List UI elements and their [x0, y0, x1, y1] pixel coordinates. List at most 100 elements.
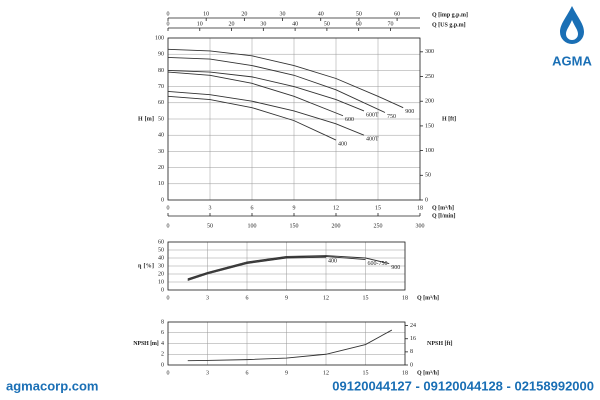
y2-tick-label: 16	[410, 336, 416, 342]
extra-tick-label: 10	[197, 21, 203, 27]
x-tick-label: 15	[375, 205, 381, 211]
extra-tick-label: 30	[260, 21, 266, 27]
y2-tick-label: 300	[425, 49, 434, 55]
x-tick-label: 15	[363, 295, 369, 301]
extra-tick-label: 70	[387, 21, 393, 27]
x-tick-label: 0	[167, 370, 170, 376]
curve-label: 400T	[366, 137, 379, 143]
extra-tick-label: 150	[290, 223, 299, 229]
y-tick-label: 0	[161, 197, 164, 203]
extra-axis-label: Q [l/min]	[432, 213, 456, 219]
curve-label: 900	[405, 109, 414, 115]
extra-axis-label: Q [imp g.p.m]	[432, 12, 468, 18]
x-tick-label: 18	[402, 370, 408, 376]
extra-tick-label: 40	[318, 11, 324, 17]
curve-label: 600-750	[368, 261, 388, 267]
extra-tick-label: 40	[292, 21, 298, 27]
y-tick-label: 90	[158, 52, 164, 58]
x-tick-label: 3	[209, 205, 212, 211]
y2-tick-label: 24	[410, 323, 416, 329]
curve	[167, 48, 404, 109]
y2-tick-label: 8	[410, 349, 413, 355]
x-tick-label: 9	[285, 370, 288, 376]
extra-tick-label: 100	[248, 223, 257, 229]
curve	[167, 56, 386, 113]
y2-tick-label: 0	[425, 197, 428, 203]
extra-tick-label: 50	[324, 21, 330, 27]
y-tick-label: 20	[158, 271, 164, 277]
x-axis-label: Q [m³/h]	[432, 205, 454, 211]
x-tick-label: 18	[417, 205, 423, 211]
extra-tick-label: 60	[356, 21, 362, 27]
x-tick-label: 6	[251, 205, 254, 211]
x-tick-label: 12	[323, 370, 329, 376]
phones: 09120044127 - 09120044128 - 02158992000	[332, 378, 594, 393]
extra-tick-label: 50	[356, 11, 362, 17]
extra-tick-label: 20	[241, 11, 247, 17]
curve	[187, 255, 390, 280]
curve-label: 400	[338, 141, 347, 147]
curve	[167, 95, 337, 141]
y-tick-label: 20	[158, 165, 164, 171]
logo-drop-inner	[566, 20, 578, 40]
extra-tick-label: 0	[167, 11, 170, 17]
x-tick-label: 12	[333, 205, 339, 211]
logo-text: AGMA	[552, 53, 592, 68]
y-tick-label: 100	[155, 35, 164, 41]
y-tick-label: 8	[161, 319, 164, 325]
website[interactable]: agmacorp.com	[6, 378, 98, 393]
curve-label: 400	[328, 259, 337, 265]
curve-label: 600T	[366, 112, 379, 118]
x-axis-label: Q [m³/h]	[417, 370, 439, 376]
y-tick-label: 50	[158, 116, 164, 122]
y-tick-label: 70	[158, 84, 164, 90]
y-tick-label: 0	[161, 287, 164, 293]
x-tick-label: 3	[206, 370, 209, 376]
y-tick-label: 50	[158, 247, 164, 253]
y-tick-label: 2	[161, 352, 164, 358]
x-tick-label: 9	[293, 205, 296, 211]
x-tick-label: 18	[402, 295, 408, 301]
y-tick-label: 0	[161, 362, 164, 368]
plot-frame	[167, 241, 406, 291]
y-tick-label: 80	[158, 68, 164, 74]
y-tick-label: 10	[158, 181, 164, 187]
extra-tick-label: 20	[229, 21, 235, 27]
extra-tick-label: 60	[394, 11, 400, 17]
x-tick-label: 0	[167, 295, 170, 301]
x-tick-label: 12	[323, 295, 329, 301]
extra-tick-label: 300	[416, 223, 425, 229]
curve	[167, 69, 365, 112]
x-tick-label: 6	[246, 370, 249, 376]
y2-tick-label: 250	[425, 74, 434, 80]
curve-label: 750	[387, 114, 396, 120]
y2-axis-label: H [ft]	[442, 116, 456, 122]
y-tick-label: 40	[158, 133, 164, 139]
curve	[187, 256, 327, 281]
y-axis-label: NPSH [m]	[133, 341, 159, 347]
curve	[167, 91, 365, 136]
y-tick-label: 10	[158, 279, 164, 285]
x-tick-label: 9	[285, 295, 288, 301]
y2-tick-label: 100	[425, 148, 434, 154]
x-tick-label: 0	[167, 205, 170, 211]
y-tick-label: 60	[158, 100, 164, 106]
curve	[187, 255, 366, 281]
y-tick-label: 30	[158, 149, 164, 155]
x-tick-label: 15	[363, 370, 369, 376]
y-tick-label: 6	[161, 330, 164, 336]
extra-tick-label: 0	[167, 21, 170, 27]
y-tick-label: 60	[158, 239, 164, 245]
x-axis-label: Q [m³/h]	[417, 295, 439, 301]
extra-axis-label: Q [US g.p.m]	[432, 22, 466, 28]
curve	[187, 329, 393, 362]
y2-tick-label: 200	[425, 99, 434, 105]
x-tick-label: 3	[206, 295, 209, 301]
curve	[167, 71, 344, 117]
y-axis-label: η [%]	[138, 263, 154, 269]
y-tick-label: 30	[158, 263, 164, 269]
y2-axis-label: NPSH [ft]	[427, 341, 453, 347]
y2-tick-label: 150	[425, 123, 434, 129]
plot-frame	[167, 37, 421, 201]
